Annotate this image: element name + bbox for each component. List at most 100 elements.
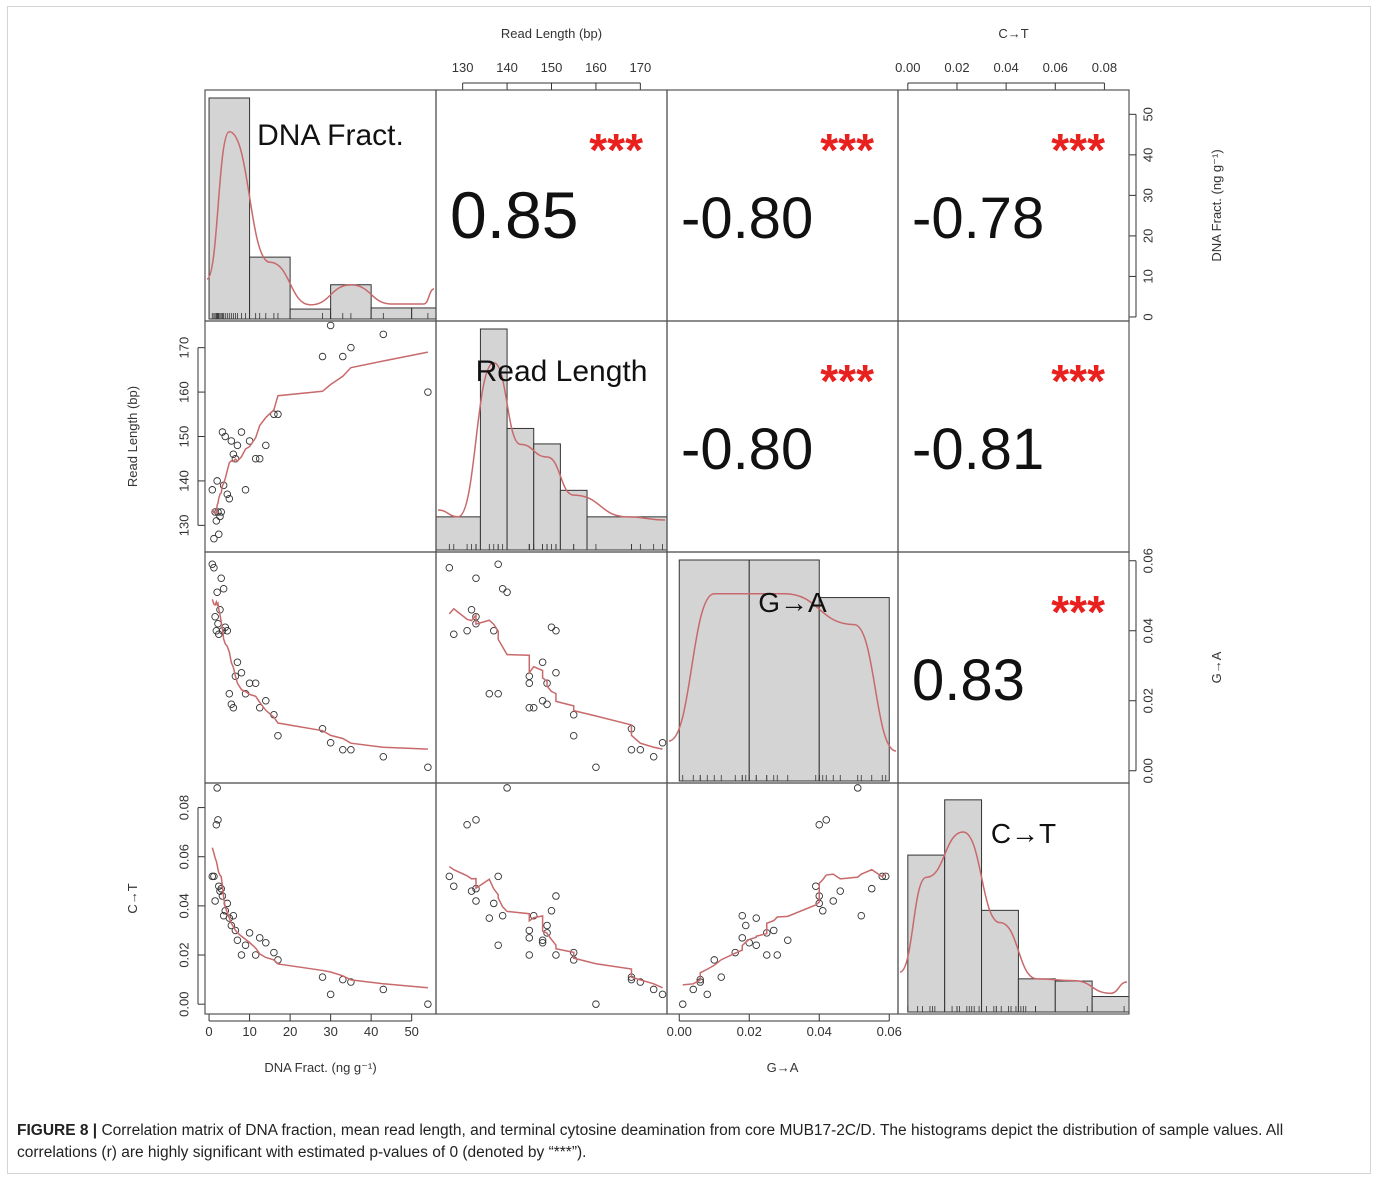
axis-tick-label: 50: [1140, 107, 1155, 121]
scatter-point: [255, 454, 264, 463]
scatter-point: [543, 929, 551, 937]
scatter-point: [538, 658, 547, 667]
scatter-point: [233, 658, 242, 667]
correlation-value: -0.80: [681, 417, 813, 482]
axis-tick-label: 0.02: [944, 60, 969, 75]
significance-stars: ***: [820, 355, 874, 407]
scatter-point: [649, 753, 658, 761]
scatter-point: [424, 1000, 432, 1008]
histogram-bar: [981, 909, 1019, 1013]
scatter-point: [738, 934, 747, 942]
scatter-point: [347, 343, 355, 352]
histogram-bar: [944, 799, 983, 1013]
scatter-point: [742, 921, 750, 930]
axis-tick-label: 40: [364, 1024, 378, 1039]
scatter-point: [547, 907, 556, 915]
scatter-point: [636, 978, 645, 986]
axis-tick-label: 0.00: [667, 1024, 692, 1039]
scatter-point: [347, 746, 355, 754]
scatter-point: [251, 951, 260, 959]
scatter-point: [552, 669, 560, 677]
scatter-point: [211, 613, 219, 621]
scatter-point: [552, 951, 560, 959]
scatter-point: [710, 956, 719, 964]
axis-tick-label: 0.06: [1043, 60, 1068, 75]
scatter-point: [658, 990, 667, 999]
scatter-point: [445, 872, 454, 881]
scatter-point: [217, 574, 225, 583]
axis-tick-label: 130: [176, 514, 191, 536]
scatter-point: [529, 704, 538, 712]
scatter-point: [339, 352, 347, 361]
axis-tick-label: 170: [629, 60, 651, 75]
scatter-point: [773, 951, 782, 959]
correlation-value: -0.78: [912, 186, 1044, 251]
scatter-point: [836, 887, 845, 895]
scatter-point: [703, 990, 712, 999]
axis-tick-label: 0: [205, 1024, 212, 1039]
scatter-point: [878, 872, 887, 881]
smooth-line: [211, 351, 429, 514]
scatter-point: [339, 746, 347, 754]
scatter-point: [326, 321, 335, 330]
scatter-point: [210, 872, 218, 881]
axis-tick-label: 10: [1140, 269, 1155, 283]
correlation-value: 0.83: [912, 648, 1025, 713]
scatter-point: [812, 882, 820, 890]
axis-tick-label: 0.06: [176, 844, 191, 869]
scatter-point: [689, 985, 698, 994]
histogram-bar: [1054, 980, 1093, 1013]
scatter-point: [326, 739, 335, 747]
scatter-point: [215, 530, 223, 538]
scatter-point: [752, 914, 761, 922]
axis-tick-label: 0.00: [895, 60, 920, 75]
scatter-point: [525, 951, 534, 959]
scatter-point: [424, 763, 432, 772]
smooth-line: [211, 847, 428, 989]
scatter-point: [822, 816, 831, 824]
histogram-bar: [533, 443, 561, 551]
histogram-bar: [435, 516, 481, 551]
scatter-point: [538, 938, 547, 947]
axis-tick-label: 0.04: [176, 893, 191, 918]
axis-tick-label: 130: [452, 60, 474, 75]
scatter-point: [857, 911, 866, 920]
scatter-point: [592, 763, 600, 772]
scatter-point: [658, 739, 667, 747]
scatter-point: [274, 732, 282, 740]
scatter-point: [262, 441, 270, 450]
scatter-point: [538, 936, 547, 945]
scatter-point: [770, 926, 778, 935]
axis-tick-label: 0.04: [993, 60, 1018, 75]
scatter-point: [270, 410, 278, 419]
scatter-point: [525, 679, 534, 688]
correlation-value: 0.85: [450, 178, 578, 252]
significance-stars: ***: [589, 124, 643, 176]
axis-tick-label: 160: [585, 60, 607, 75]
scatter-point: [217, 508, 225, 516]
scatter-point: [210, 564, 218, 572]
correlation-matrix-chart: 0 10 20 30 40 50 DNA Fract. (ng g⁻¹) 0 10 20 30 40 5…: [125, 26, 1224, 1075]
scatter-point: [225, 914, 234, 922]
scatter-point: [231, 926, 240, 935]
scatter-point: [262, 938, 270, 947]
scatter-point: [223, 490, 232, 499]
scatter-point: [819, 907, 827, 915]
scatter-point: [379, 753, 388, 761]
axis-tick-label: 170: [176, 337, 191, 359]
scatter-point: [485, 914, 494, 922]
scatter-point: [318, 725, 327, 733]
scatter-point: [379, 985, 388, 994]
scatter-point: [472, 897, 480, 905]
scatter-point: [463, 627, 471, 635]
significance-stars: ***: [1051, 586, 1105, 638]
scatter-point: [679, 1000, 687, 1008]
density-curve: [206, 131, 435, 306]
scatter-point: [525, 934, 534, 942]
axis-tick-label: 0.06: [1140, 548, 1155, 573]
scatter-point: [494, 560, 502, 569]
axis-tick-label: 20: [1140, 229, 1155, 243]
figure-frame: [7, 6, 1371, 1174]
scatter-point: [212, 821, 221, 829]
diagonal-label: C→T: [991, 818, 1056, 849]
